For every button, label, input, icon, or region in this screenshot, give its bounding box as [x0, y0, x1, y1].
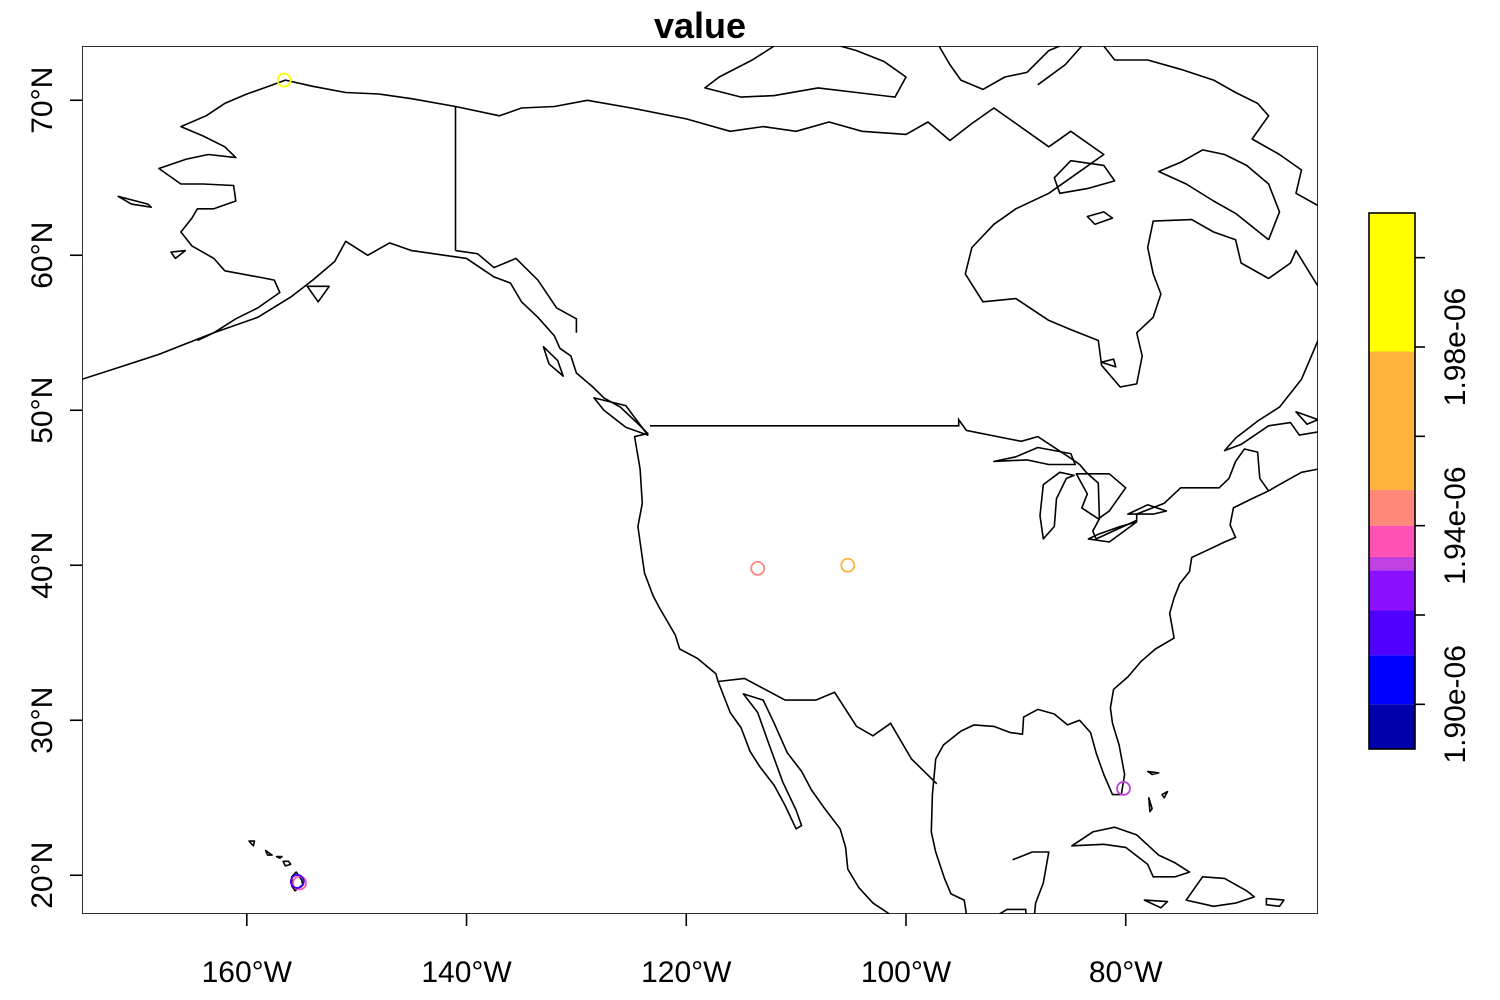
island-outline: [1161, 790, 1169, 799]
island-outline: [1295, 411, 1318, 425]
legend-tick-label: 1.94e-06: [1439, 466, 1472, 584]
island-outline: [117, 195, 152, 208]
y-tick-label: 40°N: [26, 532, 59, 599]
coastline-segment: [1103, 46, 1318, 207]
y-tick-label: 20°N: [26, 842, 59, 909]
island-outline: [593, 397, 649, 436]
island-outline: [264, 849, 273, 856]
coastline-segment: [704, 46, 907, 98]
legend-bin: [1369, 525, 1415, 557]
legend-bin: [1369, 351, 1415, 490]
island-outline: [1143, 899, 1169, 909]
legend-bin: [1369, 489, 1415, 526]
island-outline: [1148, 797, 1153, 813]
x-tick-label: 140°W: [421, 956, 512, 989]
map-frame: [82, 46, 1318, 914]
x-tick-label: 100°W: [861, 956, 952, 989]
y-axis: 20°N 30°N 40°N 50°N 60°N 70°N: [26, 67, 82, 909]
lake-outline: [1075, 473, 1127, 520]
x-tick-label: 160°W: [202, 956, 293, 989]
legend-bin: [1369, 213, 1415, 352]
border-line: [998, 908, 1027, 914]
island-outline: [1086, 211, 1114, 226]
x-tick-label: 120°W: [641, 956, 732, 989]
island-outline: [282, 860, 292, 867]
island-outline: [306, 285, 330, 303]
legend-bin: [1369, 655, 1415, 705]
lake-outline: [993, 446, 1076, 466]
x-tick-label: 80°W: [1089, 956, 1163, 989]
coastlines: [82, 46, 1318, 914]
island-outline: [1265, 897, 1285, 908]
data-point: [840, 557, 856, 573]
map-panel: [82, 46, 1318, 914]
legend-bin: [1369, 704, 1415, 749]
legend-bin: [1369, 556, 1415, 571]
coastline-segment: [1037, 46, 1083, 86]
country-borders: [454, 106, 1270, 914]
island-outline: [1071, 826, 1191, 878]
coastline-segment: [1012, 851, 1050, 914]
coastline-segment: [1157, 149, 1281, 241]
island-outline: [275, 855, 283, 859]
legend-frame: [1368, 212, 1416, 750]
data-point: [276, 72, 292, 88]
legend-tick-label: 1.90e-06: [1439, 645, 1472, 763]
x-axis: 160°W 140°W 120°W 100°W 80°W: [202, 914, 1163, 989]
coastline-segment: [938, 46, 1061, 91]
data-point: [292, 875, 307, 891]
coastline-segment: [82, 240, 890, 914]
legend-bin: [1369, 570, 1415, 611]
island-outline: [248, 840, 256, 847]
data-point: [289, 874, 305, 889]
y-tick-label: 70°N: [26, 67, 59, 134]
data-points: [276, 72, 1131, 891]
island-outline: [1100, 358, 1117, 368]
color-legend: 1.90e-06 1.94e-06 1.98e-06: [1368, 212, 1472, 764]
island-outline: [1146, 770, 1160, 776]
coastline-segment: [1223, 340, 1318, 452]
border-line: [650, 417, 1270, 540]
coastline-segment: [158, 79, 456, 342]
island-outline: [1185, 876, 1256, 908]
border-line: [455, 249, 578, 333]
legend-bin: [1369, 610, 1415, 656]
y-tick-label: 50°N: [26, 377, 59, 444]
data-point: [750, 560, 766, 576]
coastline-segment: [455, 99, 1318, 388]
map-title: value: [654, 5, 746, 46]
y-tick-label: 60°N: [26, 222, 59, 289]
lake-outline: [1039, 471, 1075, 540]
data-point: [1116, 781, 1131, 796]
border-line: [718, 677, 938, 785]
legend-tick-label: 1.98e-06: [1439, 288, 1472, 406]
island-outline: [1053, 159, 1116, 195]
y-tick-label: 30°N: [26, 687, 59, 754]
island-outline: [542, 345, 564, 377]
lake-outline: [1127, 504, 1168, 515]
coastline-segment: [930, 468, 1318, 914]
island-outline: [170, 249, 187, 260]
